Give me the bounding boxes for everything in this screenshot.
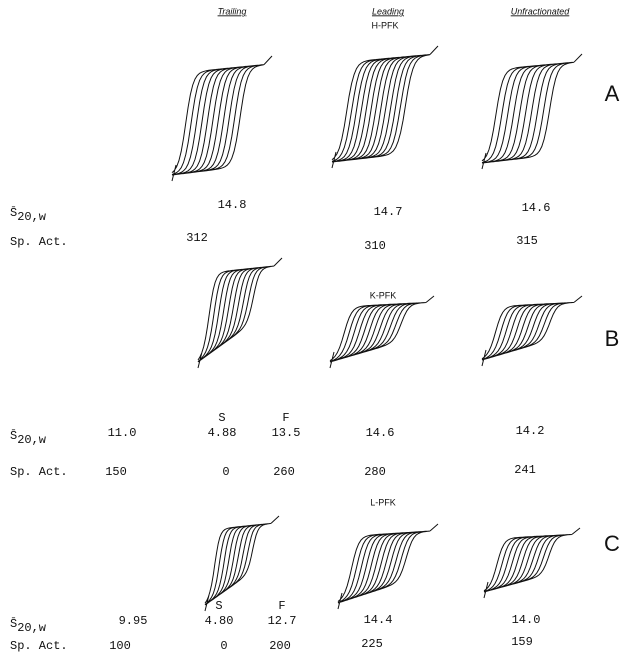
fraction-head: F xyxy=(278,599,285,613)
enzyme-label: H-PFK xyxy=(372,20,399,30)
schlieren-traces xyxy=(481,295,583,367)
s20w-value: 14.0 xyxy=(512,613,541,627)
s20w-value: 14.6 xyxy=(522,201,551,215)
s20w-label: S̄20,w xyxy=(10,617,47,635)
trace-path xyxy=(171,55,273,182)
s20w-value: 14.7 xyxy=(374,205,403,219)
s20w-value: 14.2 xyxy=(516,424,545,438)
trace-path xyxy=(204,515,280,612)
sp-act-value: 100 xyxy=(109,639,131,653)
s-subscript: 20,w xyxy=(17,210,47,224)
fraction-head: S xyxy=(218,411,225,425)
s-symbol: S̄ xyxy=(10,617,17,631)
schlieren-traces xyxy=(337,523,439,610)
schlieren-traces xyxy=(204,515,280,612)
schlieren-traces xyxy=(483,527,581,599)
sp-act-value: 241 xyxy=(514,463,536,477)
s20w-label: S̄20,w xyxy=(10,429,47,447)
sp-act-value: 312 xyxy=(186,231,208,245)
schlieren-traces xyxy=(329,295,435,369)
sp-act-value: 150 xyxy=(105,465,127,479)
sp-act-value: 0 xyxy=(220,639,227,653)
s20w-value: 4.88 xyxy=(208,426,237,440)
s20w-value: 12.7 xyxy=(268,614,297,628)
s20w-value: 14.8 xyxy=(218,198,247,212)
s-subscript: 20,w xyxy=(17,433,47,447)
sp-act-value: 315 xyxy=(516,234,538,248)
trace-path xyxy=(483,527,581,599)
trace-path xyxy=(331,45,439,169)
sp-act-value: 200 xyxy=(269,639,291,653)
sp-act-value: 310 xyxy=(364,239,386,253)
s20w-value: 9.95 xyxy=(119,614,148,628)
s20w-value: 4.80 xyxy=(205,614,234,628)
column-header: Unfractionated xyxy=(511,6,571,16)
s-symbol: S̄ xyxy=(10,429,17,443)
panel-letter: C xyxy=(604,531,620,556)
trace-path xyxy=(481,53,583,170)
s20w-value: 14.6 xyxy=(366,426,395,440)
column-header: Trailing xyxy=(218,6,247,16)
sp-act-value: 0 xyxy=(222,465,229,479)
enzyme-label: L-PFK xyxy=(370,497,396,507)
schlieren-traces xyxy=(171,55,273,182)
sp-act-label: Sp. Act. xyxy=(10,465,68,479)
sp-act-label: Sp. Act. xyxy=(10,639,68,653)
sp-act-label: Sp. Act. xyxy=(10,235,68,249)
s20w-value: 14.4 xyxy=(364,613,393,627)
trace-path xyxy=(481,295,583,367)
panel-letter: A xyxy=(605,81,620,106)
fraction-head: F xyxy=(282,411,289,425)
s20w-label: S̄20,w xyxy=(10,206,47,224)
s20w-value: 13.5 xyxy=(272,426,301,440)
schlieren-traces xyxy=(481,53,583,170)
sp-act-value: 225 xyxy=(361,637,383,651)
s-symbol: S̄ xyxy=(10,206,17,220)
sp-act-value: 159 xyxy=(511,635,533,649)
s20w-value: 11.0 xyxy=(108,426,137,440)
column-header: Leading xyxy=(372,6,404,16)
s-subscript: 20,w xyxy=(17,621,47,635)
schlieren-traces xyxy=(331,45,439,169)
enzyme-label: K-PFK xyxy=(370,290,397,300)
trace-path xyxy=(329,295,435,369)
sp-act-value: 280 xyxy=(364,465,386,479)
trace-path xyxy=(197,257,283,369)
fraction-head: S xyxy=(215,599,222,613)
panel-letter: B xyxy=(605,326,620,351)
trace-path xyxy=(337,523,439,610)
schlieren-traces xyxy=(197,257,283,369)
sp-act-value: 260 xyxy=(273,465,295,479)
